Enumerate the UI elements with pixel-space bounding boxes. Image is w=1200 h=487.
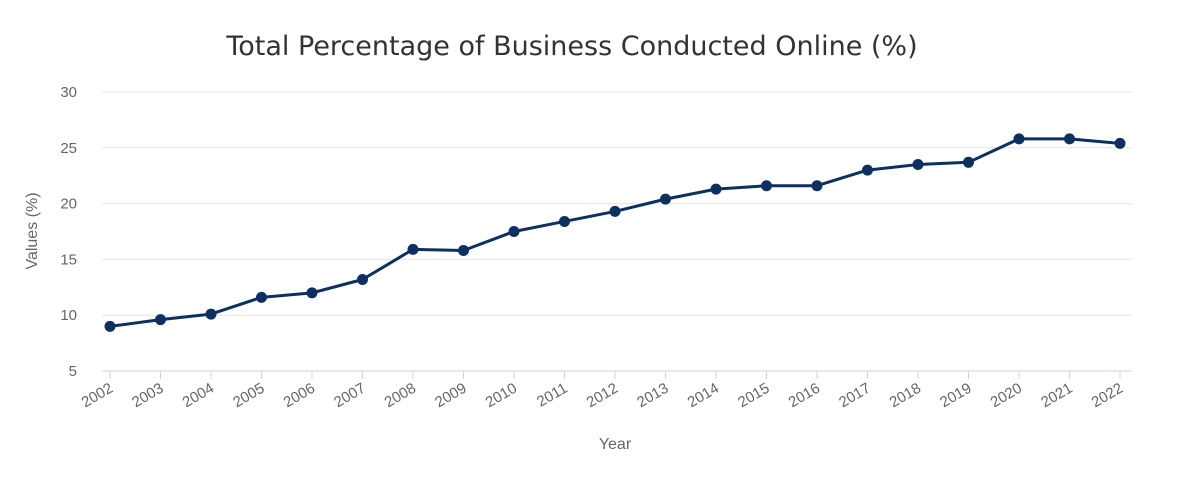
x-tick-label: 2005	[230, 380, 267, 411]
data-point-2004[interactable]	[205, 308, 217, 320]
data-point-2012[interactable]	[609, 205, 621, 217]
y-axis-label: Values (%)	[24, 192, 41, 269]
x-tick-label: 2012	[584, 380, 621, 411]
x-tick-label: 2018	[887, 380, 924, 411]
x-tick-label: 2019	[937, 380, 974, 411]
y-tick-label: 5	[69, 363, 77, 380]
x-axis-label: Year	[599, 436, 632, 453]
data-point-2010[interactable]	[508, 226, 520, 237]
data-point-2006[interactable]	[306, 287, 318, 299]
chart-title: Total Percentage of Business Conducted O…	[225, 31, 917, 62]
data-point-2022[interactable]	[1114, 137, 1126, 149]
data-point-2007[interactable]	[357, 273, 368, 285]
x-axis-ticks: 2002 2003 2004 2005 2006 2007 2008 2009 2010 2011…	[79, 371, 1126, 411]
y-axis-ticks: 5 10 15 20 25 30	[60, 84, 77, 380]
x-tick-label: 2006	[281, 380, 318, 411]
x-tick-label: 2010	[483, 380, 520, 411]
data-point-2017[interactable]	[862, 164, 873, 176]
data-point-2003[interactable]	[155, 314, 166, 326]
y-tick-label: 30	[60, 84, 77, 101]
data-point-2009[interactable]	[458, 244, 469, 256]
x-tick-label: 2016	[786, 380, 823, 411]
x-tick-label: 2011	[534, 380, 570, 411]
x-tick-label: 2008	[382, 380, 419, 411]
x-tick-label: 2020	[988, 380, 1025, 411]
data-point-2016[interactable]	[811, 180, 823, 192]
y-tick-label: 20	[60, 196, 77, 213]
gridlines	[102, 91, 1132, 316]
data-point-2021[interactable]	[1064, 133, 1075, 145]
x-tick-label: 2015	[735, 380, 772, 411]
x-tick-label: 2007	[331, 380, 368, 411]
data-point-2008[interactable]	[407, 243, 419, 255]
x-tick-label: 2009	[432, 380, 469, 411]
y-tick-label: 25	[60, 140, 77, 157]
x-tick-label: 2004	[180, 380, 217, 411]
data-point-2005[interactable]	[256, 291, 267, 303]
data-point-2014[interactable]	[710, 183, 722, 195]
x-tick-label: 2021	[1038, 380, 1075, 411]
x-tick-label: 2022	[1089, 380, 1126, 411]
data-point-2019[interactable]	[963, 156, 974, 168]
x-tick-label: 2013	[634, 380, 671, 411]
x-tick-label: 2014	[685, 380, 722, 411]
series-layer	[104, 133, 1126, 332]
data-point-2020[interactable]	[1013, 133, 1025, 145]
y-tick-label: 15	[60, 251, 77, 268]
data-point-2002[interactable]	[104, 320, 116, 332]
data-point-2011[interactable]	[559, 215, 570, 227]
x-tick-label: 2003	[129, 380, 166, 411]
data-point-2015[interactable]	[761, 180, 772, 192]
x-tick-label: 2002	[79, 380, 116, 411]
x-tick-label: 2017	[836, 380, 873, 411]
data-point-2018[interactable]	[912, 159, 924, 171]
data-point-2013[interactable]	[660, 193, 671, 205]
y-tick-label: 10	[60, 307, 77, 324]
